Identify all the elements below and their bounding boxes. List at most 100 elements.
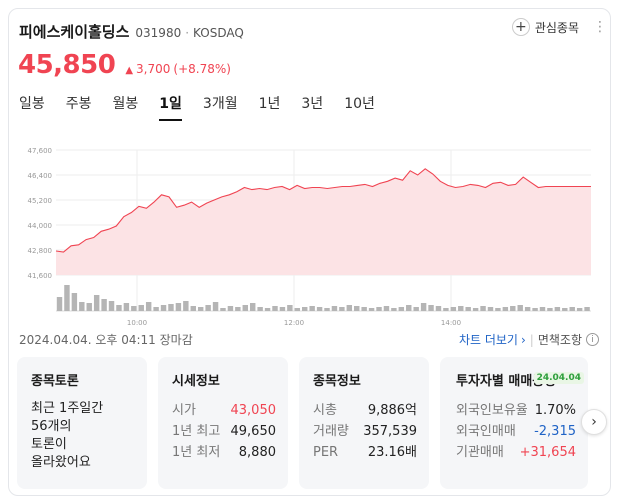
- volume-bar: [331, 306, 338, 311]
- volume-bar: [510, 306, 516, 311]
- favorite-button[interactable]: + 관심종목 ⋮: [511, 18, 607, 36]
- volume-bar: [287, 305, 293, 311]
- plus-icon: +: [511, 18, 530, 36]
- chart-more-link[interactable]: 차트 더보기: [458, 333, 518, 347]
- volume-bar: [532, 308, 538, 311]
- stock-info-card[interactable]: 종목정보 시총 9,886억 거래량 357,539 PER 23.16배: [299, 357, 429, 489]
- x-tick-label: 12:00: [284, 319, 304, 327]
- price-change-percent: (+8.78%): [173, 62, 231, 76]
- volume-bar: [116, 305, 122, 311]
- discussion-line: 토론이: [31, 437, 67, 452]
- volume-bar: [220, 308, 226, 311]
- info-icon[interactable]: i: [586, 333, 599, 346]
- x-tick-label: 10:00: [127, 319, 147, 327]
- favorite-label: 관심종목: [534, 20, 579, 35]
- quote-row: 시가 43,050: [172, 400, 276, 421]
- price-chart[interactable]: 47,600 46,400 45,200 44,000 42,800 41,600 10:0…: [16, 138, 594, 328]
- chevron-right-icon: ›: [591, 414, 597, 430]
- y-tick-label: 46,400: [28, 172, 53, 180]
- volume-bar: [562, 308, 568, 311]
- tab-period[interactable]: 주봉: [65, 96, 92, 112]
- volume-bar: [339, 307, 345, 311]
- discussion-line: 올라왔어요: [31, 455, 91, 470]
- volume-bar: [235, 307, 241, 311]
- quote-value: 49,650: [230, 424, 277, 439]
- volume-bar: [153, 307, 159, 311]
- volume-bar: [227, 306, 234, 311]
- info-value: 357,539: [363, 424, 417, 439]
- volume-bar: [175, 303, 182, 311]
- volume-bar: [302, 307, 308, 311]
- volume-bar: [212, 302, 219, 311]
- investor-card[interactable]: 투자자별 매매동향 24.04.04 외국인보유율 1.70% 외국인매매 -2…: [440, 357, 588, 489]
- volume-bar: [435, 306, 442, 311]
- investor-value: -2,315: [534, 424, 576, 439]
- volume-bar: [450, 307, 457, 311]
- volume-bar: [539, 307, 546, 311]
- volume-bar: [56, 297, 63, 311]
- discussion-card[interactable]: 종목토론 최근 1주일간 56개의 토론이 올라왔어요: [17, 357, 147, 489]
- tab-period[interactable]: 1일: [159, 93, 182, 121]
- volume-bar: [294, 308, 301, 311]
- investor-label: 외국인매매: [456, 424, 516, 439]
- volume-bar: [183, 301, 189, 311]
- quote-value: 8,880: [238, 445, 276, 460]
- date-badge: 24.04.04: [533, 372, 584, 384]
- quote-row: 1년 최고 49,650: [172, 421, 276, 442]
- volume-bar: [487, 307, 494, 311]
- volume-bar: [242, 305, 248, 311]
- y-tick-label: 45,200: [28, 197, 53, 205]
- volume-bar: [584, 307, 590, 311]
- volume-bar: [354, 306, 360, 311]
- quote-label: 1년 최저: [172, 445, 221, 460]
- quote-value: 43,050: [230, 403, 277, 418]
- volume-bar: [495, 308, 501, 311]
- info-value: 9,886억: [367, 403, 417, 418]
- more-icon[interactable]: ⋮: [593, 19, 607, 35]
- volume-bar: [316, 307, 323, 311]
- tab-period[interactable]: 3개월: [202, 96, 238, 112]
- info-label: 거래량: [313, 424, 349, 439]
- volume-bar: [79, 302, 85, 311]
- quote-title: 시세정보: [172, 374, 220, 389]
- tab-period[interactable]: 1년: [258, 96, 281, 112]
- volume-bar: [524, 307, 531, 311]
- volume-bar: [160, 305, 167, 311]
- x-tick-label: 14:00: [441, 319, 461, 327]
- volume-bar: [406, 305, 412, 311]
- volume-bar: [458, 306, 464, 311]
- volume-bar: [131, 306, 137, 311]
- info-value: 23.16배: [367, 445, 417, 460]
- disclaimer-link[interactable]: 면책조항: [537, 333, 582, 347]
- volume-bar: [547, 308, 553, 311]
- next-card-button[interactable]: ›: [581, 409, 607, 435]
- volume-bar: [64, 285, 70, 311]
- market-timestamp: 2024.04.04. 오후 04:11 장마감: [19, 333, 193, 347]
- volume-bar: [272, 306, 278, 311]
- volume-bar: [361, 307, 367, 311]
- info-row: 거래량 357,539: [313, 421, 417, 442]
- volume-bar: [71, 293, 78, 311]
- volume-bar: [324, 308, 330, 311]
- volume-bar: [93, 295, 100, 311]
- quote-row: 1년 최저 8,880: [172, 442, 276, 463]
- tab-period[interactable]: 월봉: [112, 96, 139, 112]
- volume-bar: [197, 307, 204, 311]
- stock-name[interactable]: 피에스케이홀딩스: [19, 23, 130, 41]
- volume-bar: [123, 303, 130, 311]
- tab-period[interactable]: 10년: [344, 96, 375, 112]
- stock-header: 피에스케이홀딩스 031980 · KOSDAQ: [19, 21, 244, 42]
- volume-bar: [138, 305, 144, 311]
- quote-card[interactable]: 시세정보 시가 43,050 1년 최고 49,650 1년 최저 8,880: [158, 357, 288, 489]
- volume-bar: [190, 306, 196, 311]
- volume-bar: [346, 305, 353, 311]
- tab-period[interactable]: 3년: [301, 96, 324, 112]
- info-label: PER: [313, 445, 339, 460]
- volume-bar: [368, 308, 375, 311]
- volume-bar: [443, 308, 449, 311]
- discussion-line: 56개의: [31, 419, 72, 434]
- volume-bar: [420, 303, 427, 311]
- discussion-text: 최근 1주일간 56개의 토론이 올라왔어요: [31, 400, 135, 472]
- tab-period[interactable]: 일봉: [19, 96, 45, 112]
- volume-bar: [383, 306, 390, 311]
